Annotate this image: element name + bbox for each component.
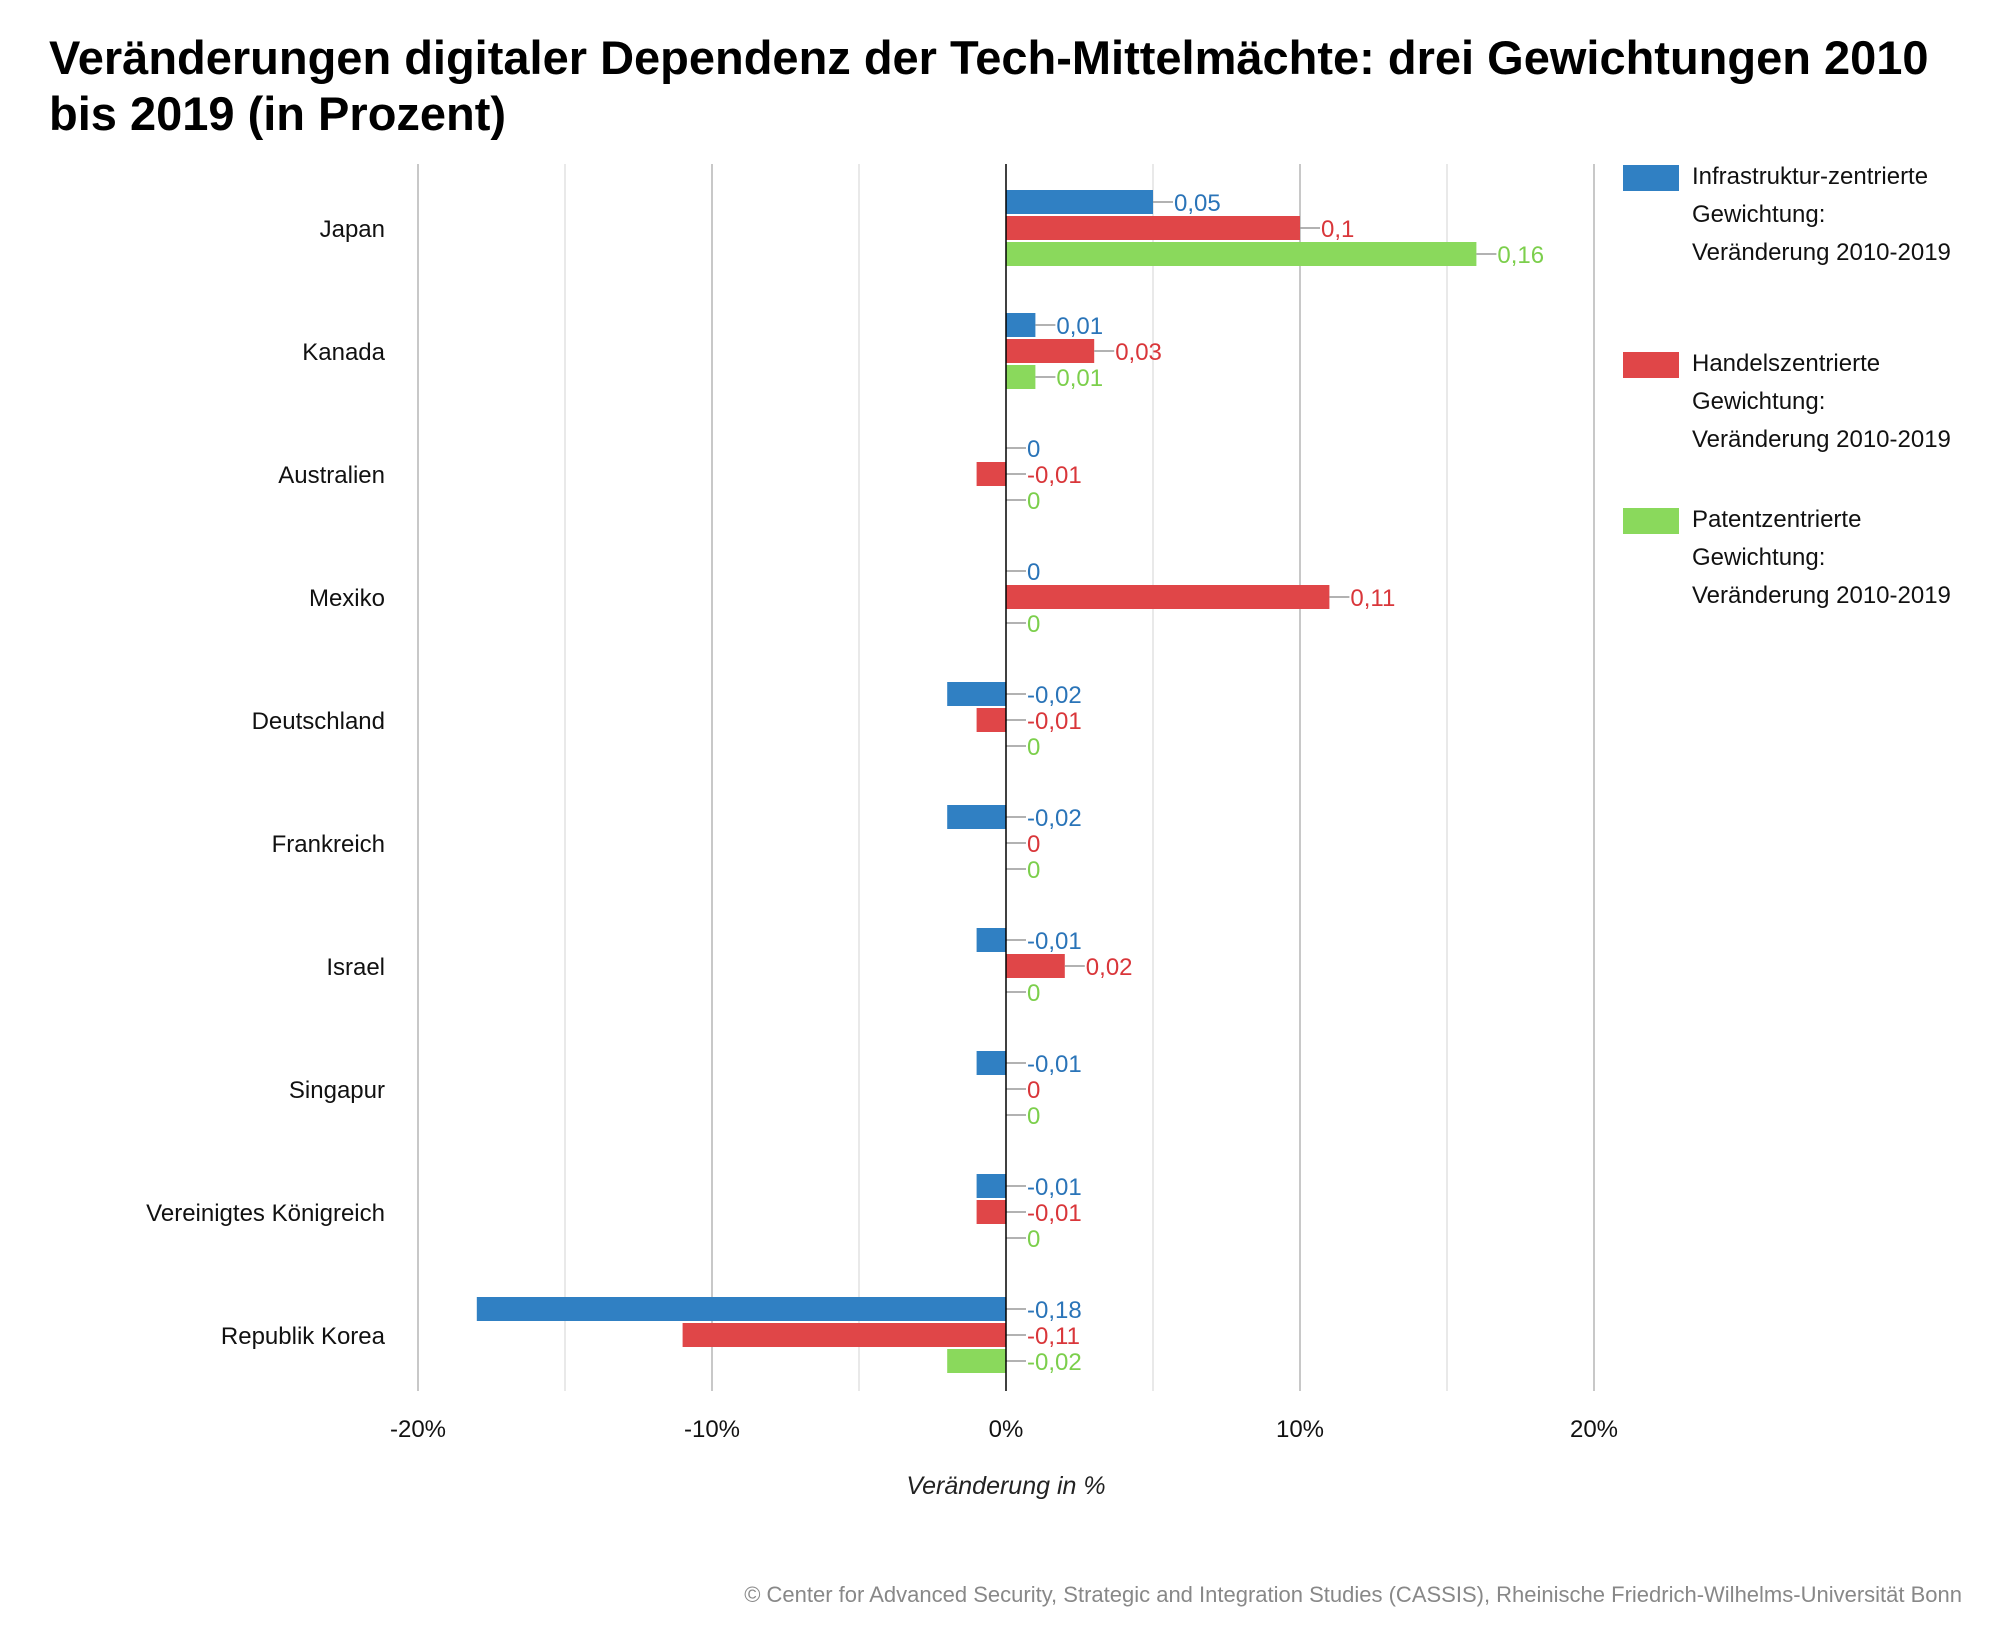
category-label: Kanada	[302, 339, 385, 366]
data-label: 0	[1027, 734, 1040, 761]
bar	[682, 1323, 1006, 1347]
data-label: 0	[1027, 1226, 1040, 1253]
data-label: -0,02	[1027, 1349, 1082, 1376]
category-label: Singapur	[289, 1077, 385, 1104]
bar	[947, 682, 1006, 706]
bar	[976, 1051, 1006, 1075]
legend-label: Patentzentrierte Gewichtung: Veränderung…	[1692, 506, 1951, 609]
category-label: Israel	[326, 954, 385, 981]
legend-swatch	[1623, 508, 1679, 534]
bar	[947, 805, 1006, 829]
legend-swatch	[1623, 352, 1679, 378]
data-label: 0	[1027, 831, 1040, 858]
legend-item[interactable]: Infrastruktur-zentrierte Gewichtung: Ver…	[1623, 163, 1952, 272]
data-label: -0,01	[1027, 1200, 1082, 1227]
data-label: -0,01	[1027, 1174, 1082, 1201]
x-tick-label: -10%	[684, 1416, 740, 1443]
x-tick-label: 0%	[989, 1416, 1024, 1443]
data-label: -0,01	[1027, 462, 1082, 489]
bar	[1006, 216, 1300, 240]
data-label: 0	[1027, 1077, 1040, 1104]
bar	[976, 1174, 1006, 1198]
data-label: -0,02	[1027, 682, 1082, 709]
data-label: 0,01	[1056, 313, 1103, 340]
data-label: 0,1	[1321, 216, 1354, 243]
x-tick-label: 10%	[1276, 1416, 1324, 1443]
bar	[1006, 339, 1095, 363]
x-axis-label: Veränderung in %	[906, 1472, 1105, 1500]
data-label: 0,16	[1497, 242, 1544, 269]
category-label: Mexiko	[309, 585, 385, 612]
data-label: 0,05	[1174, 190, 1221, 217]
copyright-footer: © Center for Advanced Security, Strategi…	[744, 1582, 1962, 1607]
data-label: -0,18	[1027, 1297, 1082, 1324]
category-label: Vereinigtes Königreich	[146, 1200, 385, 1227]
data-label: 0	[1027, 1103, 1040, 1130]
data-label: -0,11	[1027, 1323, 1080, 1350]
data-label: -0,01	[1027, 708, 1082, 735]
legend-label: Infrastruktur-zentrierte Gewichtung: Ver…	[1692, 163, 1951, 266]
category-label: Republik Korea	[221, 1323, 386, 1350]
bar	[1006, 313, 1036, 337]
category-label: Australien	[278, 462, 385, 489]
data-label: 0	[1027, 559, 1040, 586]
data-label: -0,01	[1027, 928, 1082, 955]
legend-label: Handelszentrierte Gewichtung: Veränderun…	[1692, 350, 1951, 453]
data-label: 0,03	[1115, 339, 1162, 366]
x-tick-label: -20%	[390, 1416, 446, 1443]
data-label: -0,01	[1027, 1051, 1082, 1078]
data-label: 0	[1027, 488, 1040, 515]
bar	[947, 1349, 1006, 1373]
bar	[976, 1200, 1006, 1224]
category-label: Japan	[320, 216, 385, 243]
bar	[476, 1297, 1006, 1321]
x-tick-label: 20%	[1570, 1416, 1618, 1443]
bar	[1006, 365, 1036, 389]
category-label: Frankreich	[272, 831, 385, 858]
bar	[976, 928, 1006, 952]
data-label: 0,11	[1350, 585, 1395, 612]
bar	[976, 708, 1006, 732]
data-label: 0	[1027, 436, 1040, 463]
legend-swatch	[1623, 165, 1679, 191]
data-label: 0	[1027, 611, 1040, 638]
legend-item[interactable]: Handelszentrierte Gewichtung: Veränderun…	[1623, 350, 1952, 459]
data-label: 0,02	[1086, 954, 1133, 981]
data-label: 0	[1027, 857, 1040, 884]
bar	[976, 462, 1006, 486]
category-label: Deutschland	[252, 708, 385, 735]
legend-item[interactable]: Patentzentrierte Gewichtung: Veränderung…	[1623, 506, 1952, 615]
data-label: 0	[1027, 980, 1040, 1007]
data-label: -0,02	[1027, 805, 1082, 832]
data-label: 0,01	[1056, 365, 1103, 392]
bar	[1006, 954, 1065, 978]
bar	[1006, 585, 1330, 609]
bar	[1006, 190, 1153, 214]
chart-title: Veränderungen digitaler Dependenz der Te…	[49, 31, 1929, 140]
bar	[1006, 242, 1477, 266]
